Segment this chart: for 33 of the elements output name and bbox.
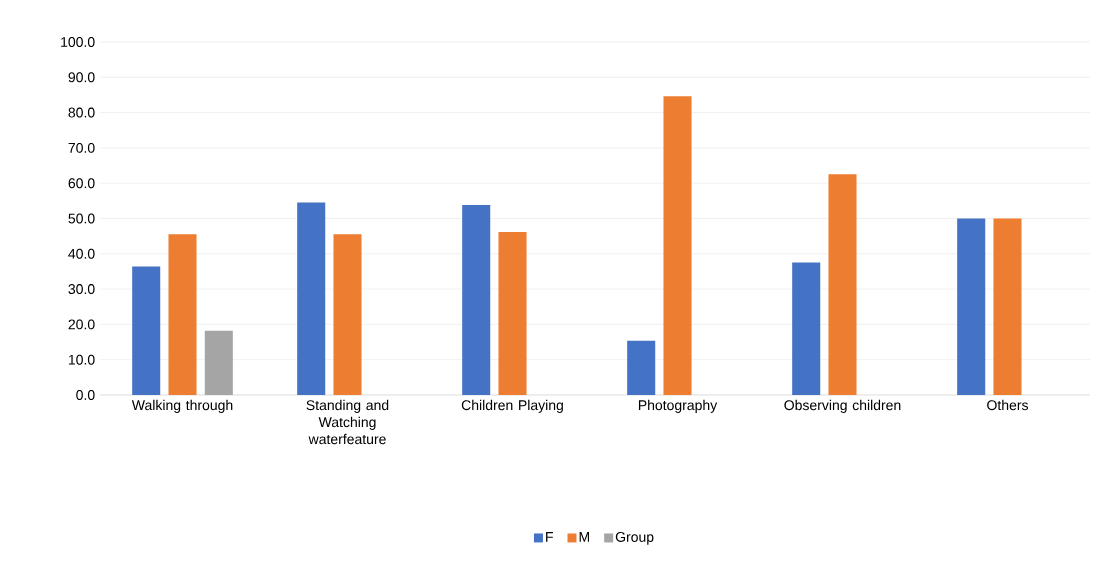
legend-label: Group (615, 532, 654, 545)
x-tick-label: Walking through (131, 399, 233, 413)
y-tick-label: 30.0 (68, 284, 95, 295)
legend-label: F (546, 532, 553, 542)
y-tick-label: 70.0 (68, 142, 95, 153)
bar (168, 234, 197, 395)
legend-label: M (579, 532, 590, 542)
bar (297, 202, 326, 395)
y-tick-label: 50.0 (68, 213, 95, 224)
bar (993, 218, 1022, 395)
bar (663, 96, 692, 395)
bar (132, 266, 161, 395)
y-tick-label: 60.0 (68, 178, 95, 189)
y-tick-label: 20.0 (68, 319, 95, 330)
bar (792, 262, 821, 395)
y-tick-label: 100.0 (61, 37, 95, 47)
y-tick-label: 10.0 (68, 354, 95, 365)
x-tick-label: Standing and Watching waterfeature (306, 399, 389, 445)
bar (333, 234, 362, 395)
y-tick-label: 90.0 (68, 72, 95, 83)
x-tick-label: Children Playing (461, 399, 563, 413)
bar (957, 218, 986, 395)
y-tick-label: 80.0 (68, 107, 95, 118)
x-tick-label: Photography (638, 399, 718, 413)
bar (828, 174, 857, 395)
bar (498, 231, 527, 395)
x-tick-label: Observing children (784, 399, 901, 413)
bar (627, 340, 656, 395)
y-tick-label: 0.0 (76, 390, 95, 400)
bar (204, 330, 233, 395)
bar (462, 205, 491, 395)
x-tick-label: Others (987, 399, 1028, 411)
y-tick-label: 40.0 (68, 248, 95, 259)
